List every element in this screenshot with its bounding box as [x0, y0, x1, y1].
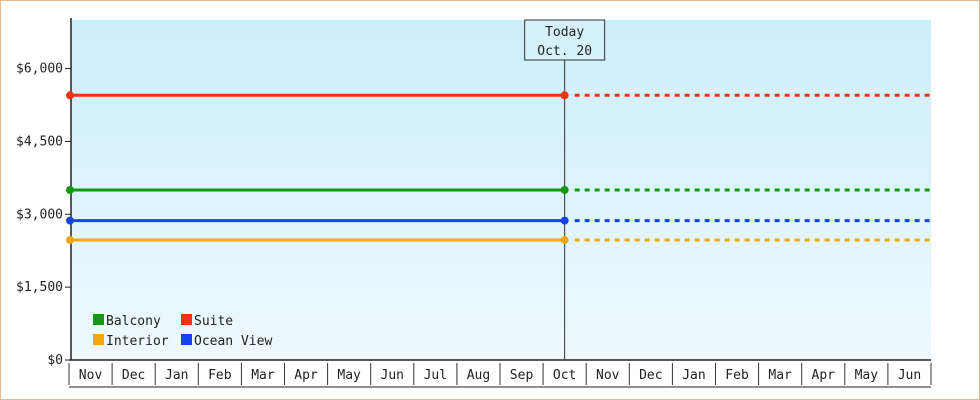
series-point-ocean-view — [66, 216, 74, 225]
legend-label-ocean-view: Ocean View — [194, 334, 272, 349]
x-tick-label: Dec — [122, 368, 145, 383]
x-tick-label: Apr — [294, 368, 318, 383]
legend-swatch-suite — [181, 314, 192, 325]
x-tick-label: Nov — [596, 368, 620, 383]
today-label: Today — [545, 25, 584, 40]
x-tick-label: May — [855, 368, 879, 383]
x-tick-label: Sep — [510, 368, 534, 383]
x-tick-label: Feb — [208, 368, 232, 383]
legend-swatch-balcony — [93, 314, 104, 325]
x-tick-label: Dec — [639, 368, 662, 383]
x-tick-label: May — [337, 368, 361, 383]
today-marker: Today Oct. 20 — [524, 19, 606, 360]
x-tick-label: Nov — [79, 368, 103, 383]
x-tick-label: Oct — [553, 368, 576, 383]
y-tick-label: $6,000 — [16, 62, 63, 77]
x-tick-label: Apr — [812, 368, 836, 383]
series-lines — [66, 91, 931, 245]
y-tick-label: $3,000 — [16, 207, 63, 222]
y-tick-label: $0 — [47, 353, 63, 368]
x-tick-label: Jan — [682, 368, 705, 383]
series-point-ocean-view — [560, 216, 569, 225]
x-tick-label: Jul — [424, 368, 447, 383]
legend-label-balcony: Balcony — [106, 314, 161, 329]
legend-label-suite: Suite — [194, 314, 233, 329]
today-date: Oct. 20 — [537, 44, 592, 59]
y-axis: $0 $1,500 $3,000 $4,500 $6,000 — [16, 62, 71, 368]
y-tick-label: $4,500 — [16, 134, 63, 149]
x-tick-label: Mar — [768, 368, 792, 383]
series-point-suite — [66, 91, 74, 100]
series-point-balcony — [560, 186, 569, 194]
x-tick-label: Jun — [898, 368, 921, 383]
series-point-suite — [560, 91, 569, 100]
series-point-interior — [560, 236, 569, 245]
legend-label-interior: Interior — [106, 334, 169, 349]
legend-swatch-ocean-view — [181, 334, 192, 345]
x-tick-label: Feb — [725, 368, 749, 383]
series-point-interior — [66, 236, 74, 245]
today-box — [524, 19, 606, 61]
x-tick-label: Jun — [381, 368, 404, 383]
x-axis: Nov Dec Jan Feb Mar Apr May Jun Jul Aug Sep Oct Nov D… — [68, 363, 932, 388]
x-tick-label: Mar — [251, 368, 275, 383]
series-point-balcony — [66, 186, 74, 194]
x-tick-label: Jan — [165, 368, 188, 383]
x-tick-label: Aug — [467, 368, 490, 383]
legend: Balcony Suite Interior Ocean View — [93, 314, 272, 349]
legend-swatch-interior — [93, 334, 104, 345]
y-tick-label: $1,500 — [16, 280, 63, 295]
